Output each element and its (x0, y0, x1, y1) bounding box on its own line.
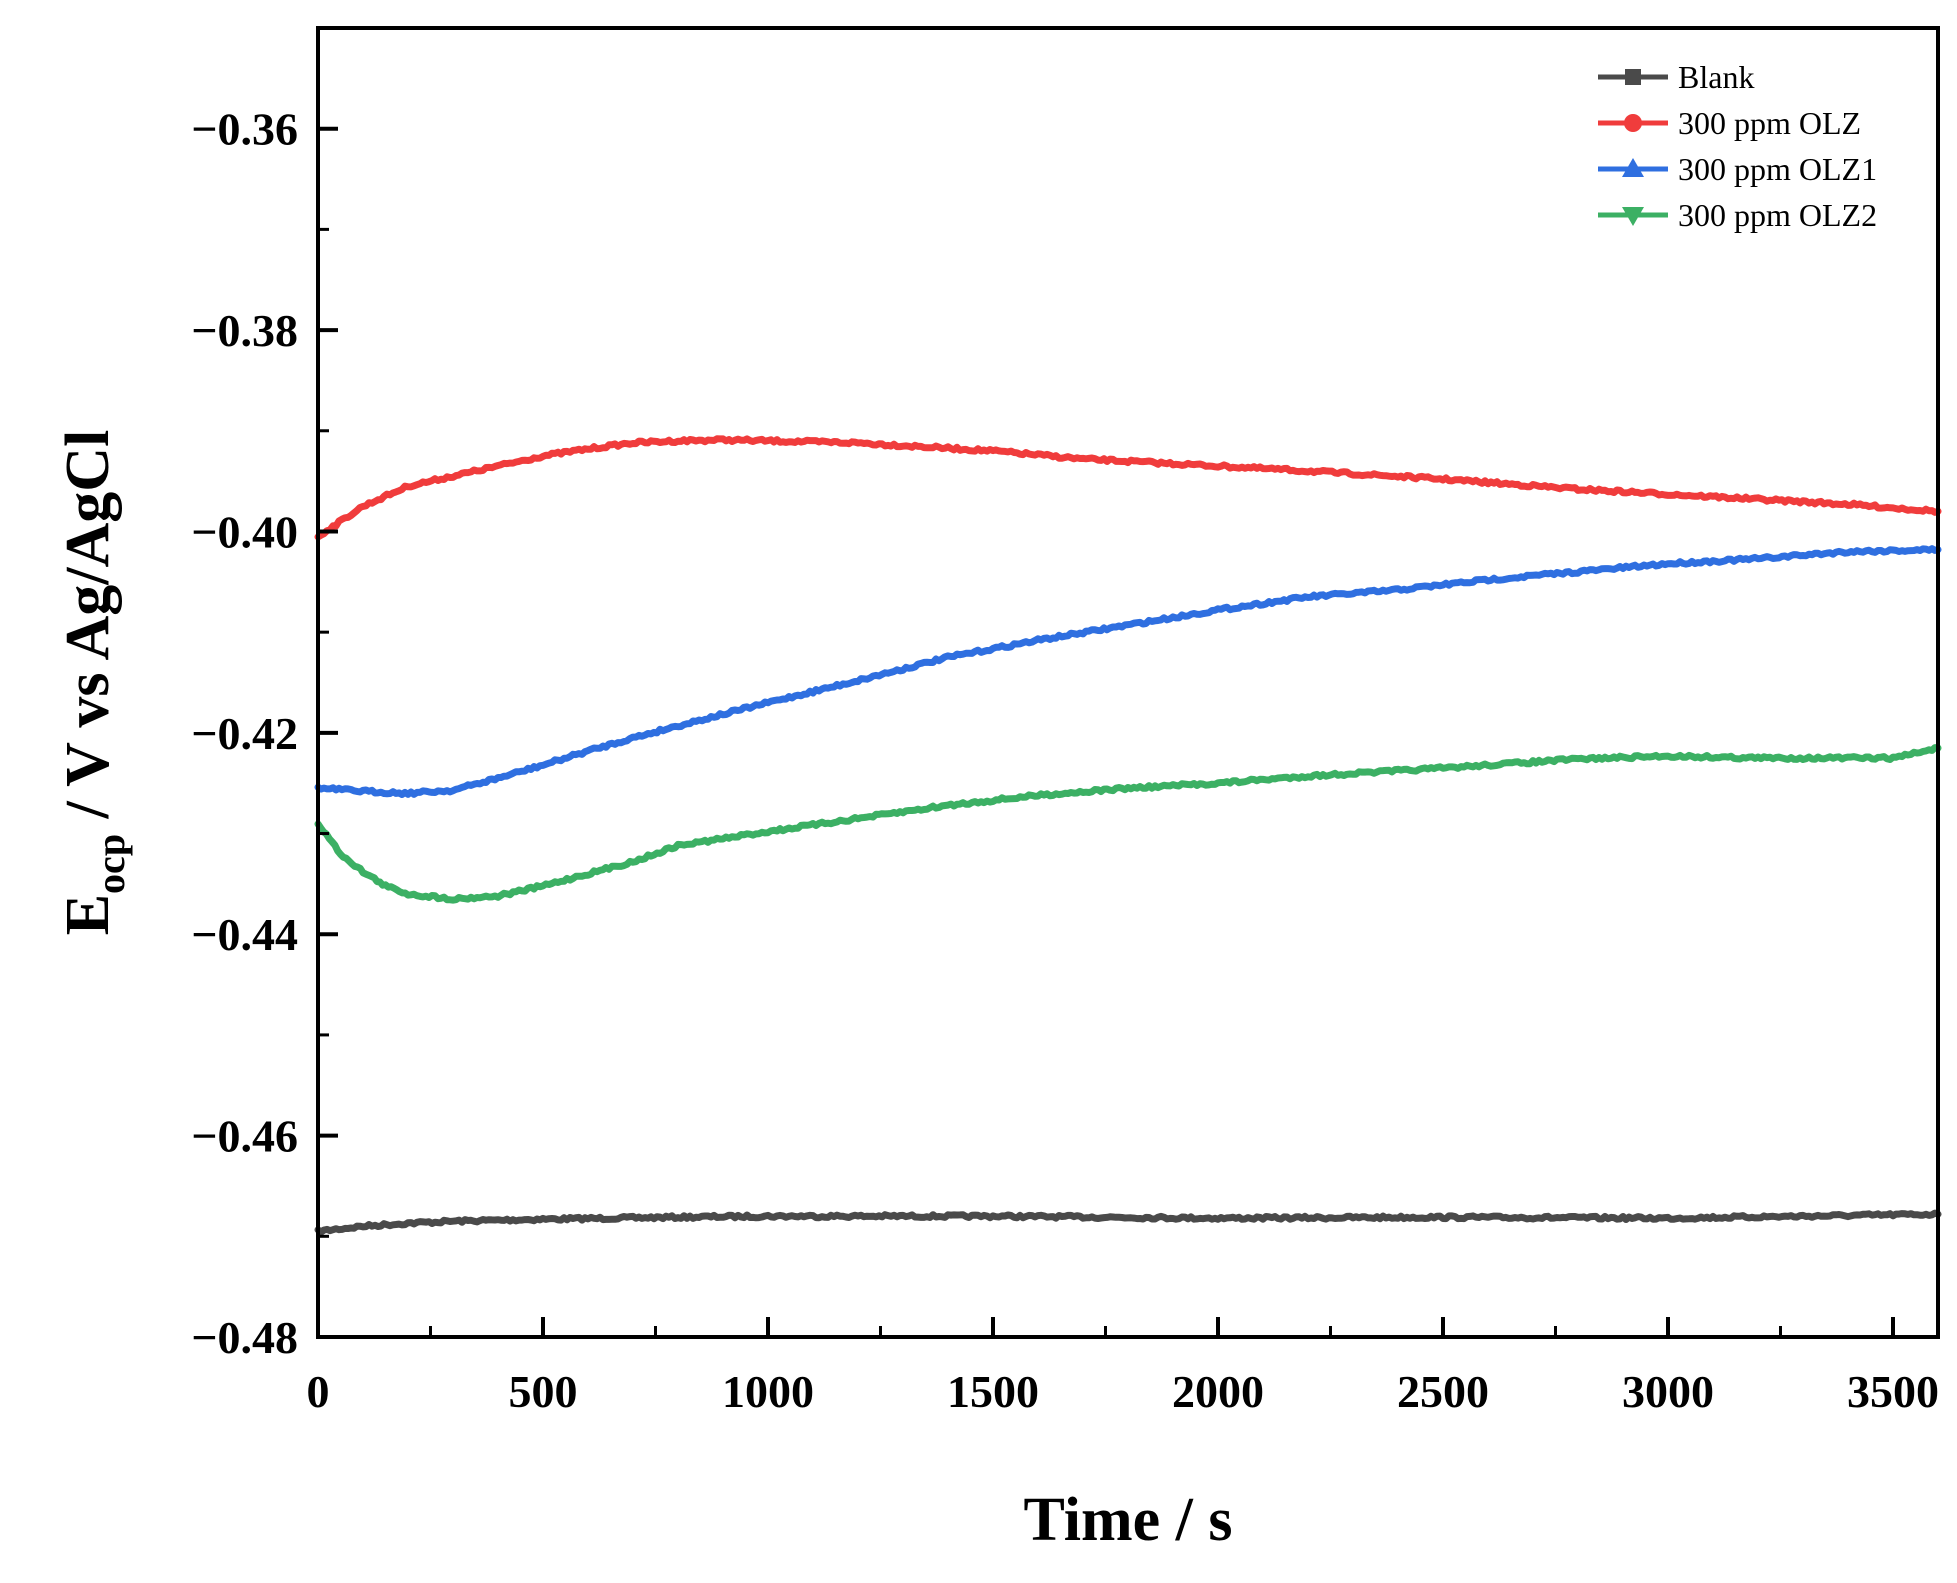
y-tick-label: −0.36 (191, 104, 298, 155)
y-axis-title-main: E (54, 894, 122, 935)
legend-item: Blank (1598, 59, 1754, 95)
legend-item: 300 ppm OLZ2 (1598, 197, 1877, 233)
series-line-300-ppm-olz2 (314, 744, 1942, 904)
y-tick-label: −0.42 (191, 708, 298, 759)
x-tick-label: 500 (509, 1366, 578, 1417)
y-tick-label: −0.40 (191, 506, 298, 557)
legend-marker-triangle-up-icon (1622, 158, 1644, 177)
legend-marker-triangle-down-icon (1622, 207, 1644, 226)
series-line-blank (314, 1209, 1942, 1236)
x-tick-label: 3000 (1622, 1366, 1714, 1417)
legend-label: Blank (1678, 59, 1754, 95)
y-axis-title-rest: / V vs Ag/AgCl (54, 430, 122, 834)
x-tick-label: 1000 (722, 1366, 814, 1417)
legend-label: 300 ppm OLZ2 (1678, 197, 1877, 233)
x-tick-label: 1500 (947, 1366, 1039, 1417)
legend-marker-circle-icon (1624, 114, 1642, 132)
y-axis-title: Eocp / V vs Ag/AgCl (54, 430, 133, 936)
legend-item: 300 ppm OLZ1 (1598, 151, 1877, 187)
y-tick-label: −0.44 (191, 909, 298, 960)
legend-item: 300 ppm OLZ (1598, 105, 1861, 141)
x-tick-label: 0 (307, 1366, 330, 1417)
x-tick-label: 3500 (1847, 1366, 1939, 1417)
x-tick-label: 2000 (1172, 1366, 1264, 1417)
series-line-300-ppm-olz (314, 435, 1942, 541)
series-layer (314, 435, 1942, 1236)
x-tick-label: 2500 (1397, 1366, 1489, 1417)
series-line-300-ppm-olz1 (314, 545, 1942, 798)
plot-frame (316, 26, 1940, 1339)
y-tick-label: −0.46 (191, 1111, 298, 1162)
legend-marker-square-icon (1625, 69, 1641, 85)
y-tick-label: −0.38 (191, 305, 298, 356)
legend-label: 300 ppm OLZ1 (1678, 151, 1877, 187)
legend-label: 300 ppm OLZ (1678, 105, 1861, 141)
ticks-layer: 0 500 1000 1500 2000 2500 3000 3500 −0.48 −0.46 −0… (191, 104, 1939, 1417)
legend: Blank 300 ppm OLZ 300 ppm OLZ1 300 ppm OLZ2 (1598, 59, 1877, 233)
y-tick-label: −0.48 (191, 1312, 298, 1363)
y-axis-title-subscript: ocp (88, 834, 133, 894)
x-axis-title: Time / s (1024, 1486, 1233, 1554)
